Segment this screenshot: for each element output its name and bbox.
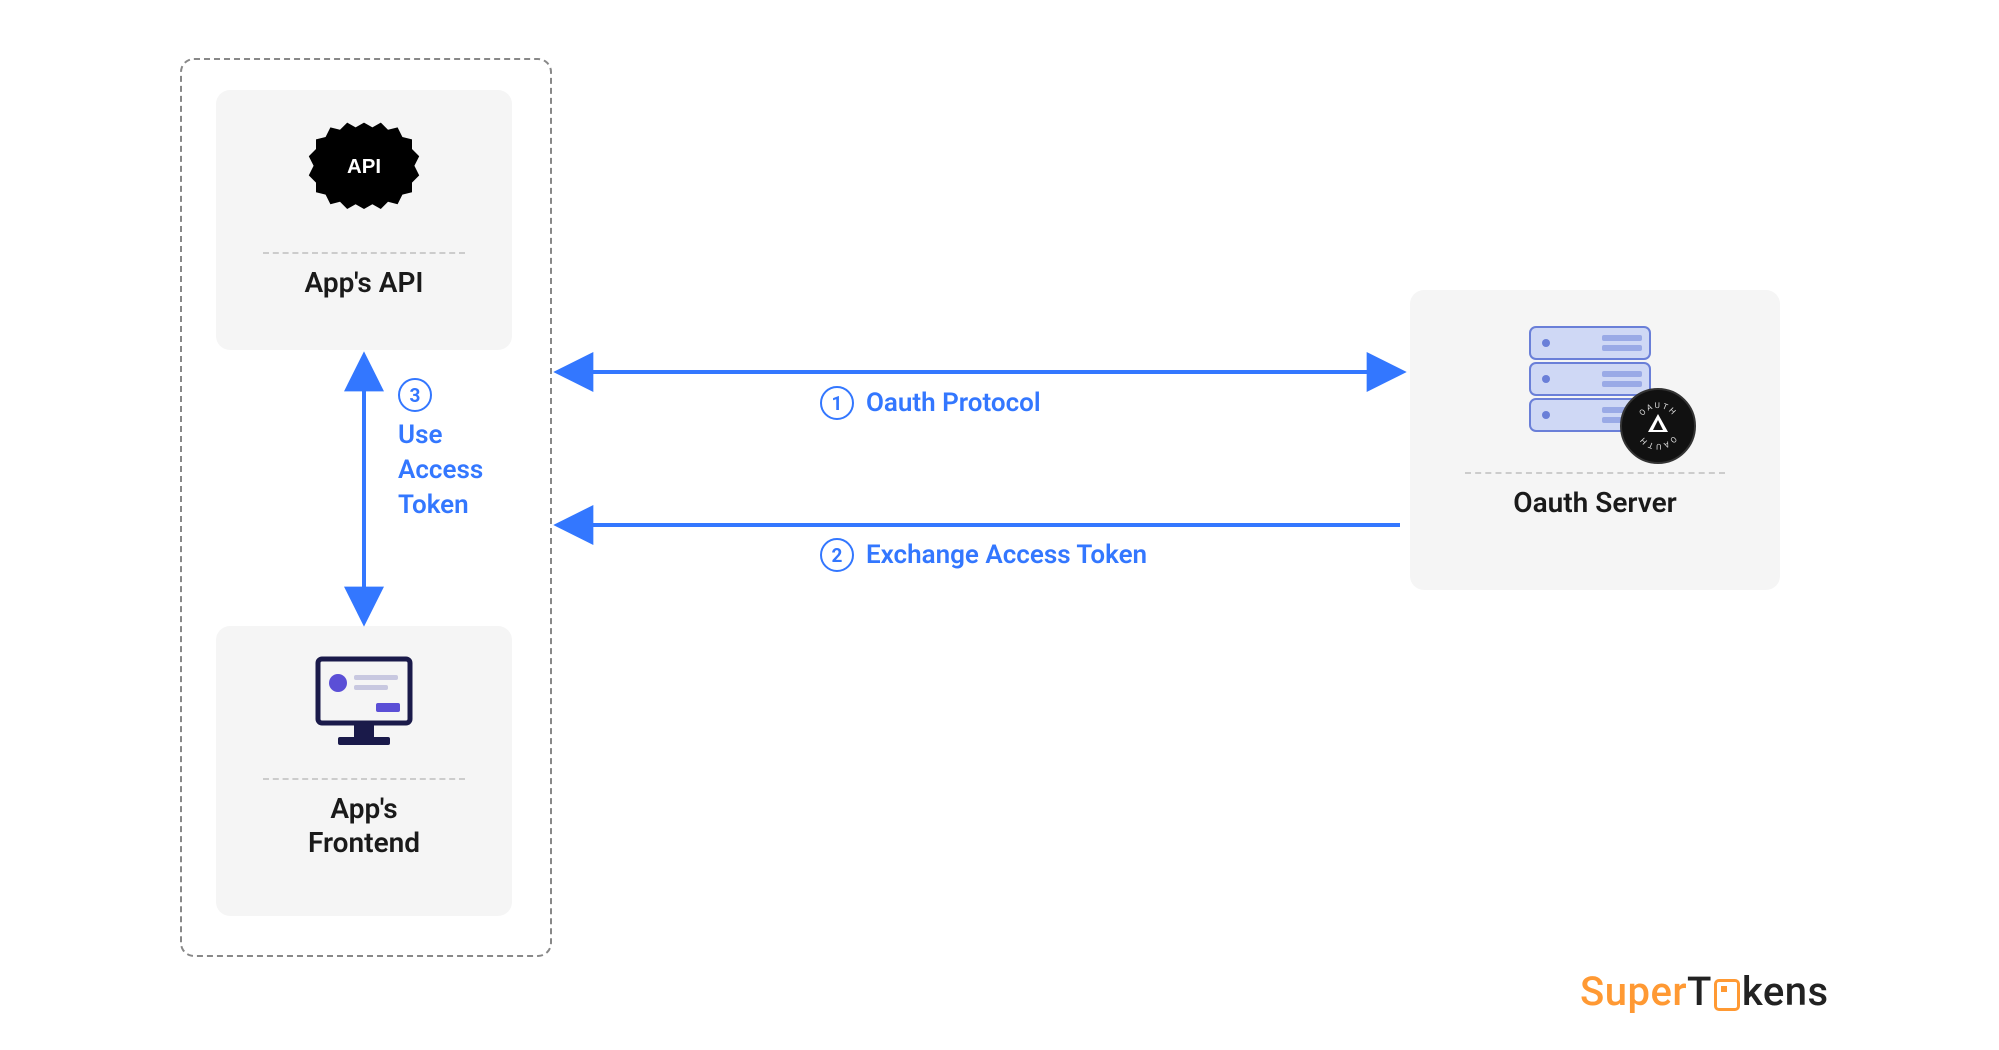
flow-label-2: 2 Exchange Access Token: [820, 538, 1147, 572]
flow-text: Exchange Access Token: [866, 540, 1147, 570]
step-badge: 2: [820, 538, 854, 572]
step-badge: 1: [820, 386, 854, 420]
brand-part-3: kens: [1742, 968, 1829, 1015]
step-badge: 3: [398, 378, 432, 412]
brand-logo: SuperTkens: [1580, 968, 1829, 1015]
flow-arrows: [0, 0, 1999, 1050]
brand-part-1: Super: [1580, 968, 1687, 1015]
flow-label-3: 3 Use Access Token: [398, 378, 483, 523]
flow-text: Use Access Token: [398, 418, 483, 523]
brand-part-o: [1714, 979, 1740, 1011]
flow-label-1: 1 Oauth Protocol: [820, 386, 1041, 420]
brand-part-2: T: [1687, 968, 1712, 1015]
flow-text: Oauth Protocol: [866, 388, 1041, 418]
